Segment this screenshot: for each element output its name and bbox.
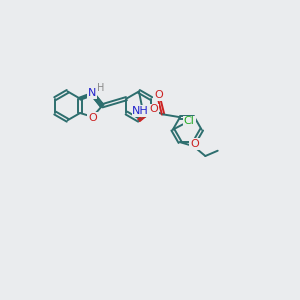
Text: H: H: [97, 82, 104, 92]
Text: NH: NH: [132, 106, 149, 116]
Text: O: O: [154, 90, 163, 100]
Text: O: O: [190, 139, 199, 149]
Text: O: O: [88, 113, 97, 123]
Text: O: O: [149, 104, 158, 114]
Text: Cl: Cl: [184, 116, 195, 126]
Text: N: N: [88, 88, 96, 98]
